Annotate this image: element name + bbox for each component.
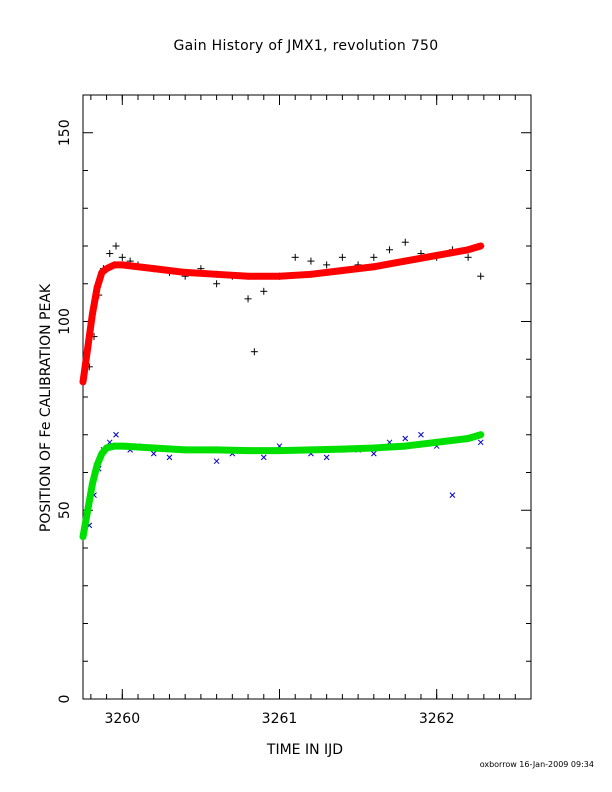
marker-stroke [449, 492, 456, 499]
data-point-series-2 [213, 458, 220, 465]
plot-area [79, 238, 485, 541]
y-tick-label: 100 [57, 308, 73, 335]
fit-point-1 [464, 246, 472, 254]
fit-point-1 [433, 251, 441, 259]
fit-point-2 [88, 480, 96, 488]
fit-point-2 [275, 447, 283, 455]
fit-point-2 [181, 446, 189, 454]
data-point-series-1 [250, 348, 258, 356]
marker-stroke [260, 454, 267, 461]
data-point-series-1 [401, 238, 409, 246]
data-point-series-2 [402, 435, 409, 442]
footer-stamp: oxborrow 16-Jan-2009 09:34 [479, 760, 594, 769]
fit-point-2 [93, 461, 101, 469]
data-point-series-1 [213, 280, 221, 288]
data-point-series-1 [464, 253, 472, 261]
data-point-series-2 [323, 454, 330, 461]
data-point-series-1 [307, 257, 315, 265]
fit-point-1 [110, 261, 118, 269]
fit-point-2 [79, 533, 87, 541]
data-point-series-1 [386, 246, 394, 254]
fit-point-1 [181, 268, 189, 276]
fit-point-1 [244, 272, 252, 280]
x-tick-label: 3261 [262, 711, 298, 727]
x-tick-label: 3262 [419, 711, 455, 727]
marker-stroke [106, 439, 113, 446]
data-point-series-1 [112, 242, 120, 250]
fit-point-2 [401, 442, 409, 450]
x-axis: 3260 3261 3262 [90, 95, 532, 727]
fit-point-1 [150, 265, 158, 273]
x-tick-label: 3260 [104, 711, 140, 727]
marker-stroke [150, 450, 157, 457]
y-tick-label: 50 [57, 501, 73, 519]
marker-stroke [213, 458, 220, 465]
plot-frame [82, 94, 532, 700]
fit-point-1 [84, 344, 92, 352]
data-point-series-1 [106, 250, 114, 258]
data-point-series-2 [150, 450, 157, 457]
fit-point-2 [464, 435, 472, 443]
data-point-series-1 [370, 253, 378, 261]
data-point-series-2 [166, 454, 173, 461]
fit-point-1 [93, 284, 101, 292]
fit-point-1 [370, 263, 378, 271]
fit-point-2 [213, 446, 221, 454]
fit-curve-1 [79, 242, 485, 386]
data-point-series-1 [260, 287, 268, 295]
data-point-series-2 [370, 450, 377, 457]
data-point-series-1 [244, 295, 252, 303]
fit-point-2 [103, 444, 111, 452]
marker-stroke [477, 439, 484, 446]
fit-point-1 [118, 261, 126, 269]
y-axis: 0 50 100 150 [57, 119, 531, 703]
marker-stroke [370, 450, 377, 457]
data-point-series-1 [323, 261, 331, 269]
y-axis-label: POSITION OF Fe CALIBRATION PEAK [38, 283, 54, 532]
fit-point-1 [98, 268, 106, 276]
fit-point-2 [84, 506, 92, 514]
data-point-series-1 [477, 272, 485, 280]
data-point-series-2 [449, 492, 456, 499]
fit-point-1 [275, 272, 283, 280]
fit-point-2 [150, 444, 158, 452]
fit-point-1 [103, 265, 111, 273]
y-tick-label: 0 [57, 695, 73, 704]
fit-point-1 [338, 267, 346, 275]
fit-point-2 [118, 442, 126, 450]
fit-point-2 [338, 445, 346, 453]
data-point-series-2 [418, 431, 424, 438]
data-point-series-1 [291, 253, 299, 261]
fit-curve-2 [79, 431, 485, 541]
fit-point-2 [244, 447, 252, 455]
fit-point-2 [110, 442, 118, 450]
fit-point-1 [79, 378, 87, 386]
data-point-series-1 [118, 253, 126, 261]
fit-point-2 [433, 438, 441, 446]
fit-point-2 [477, 431, 485, 439]
y-tick-label: 150 [57, 119, 73, 146]
fit-point-2 [370, 444, 378, 452]
fit-point-1 [401, 257, 409, 265]
fit-point-1 [477, 242, 485, 250]
fit-point-1 [307, 270, 315, 278]
data-point-series-2 [477, 439, 484, 446]
marker-stroke [402, 435, 409, 442]
chart-title: Gain History of JMX1, revolution 750 [173, 38, 439, 54]
fit-point-2 [307, 446, 315, 454]
fit-point-2 [98, 450, 106, 458]
fit-point-1 [88, 310, 96, 318]
x-axis-label: TIME IN IJD [266, 742, 343, 758]
marker-stroke [323, 454, 330, 461]
data-point-series-1 [338, 253, 346, 261]
marker-stroke [166, 454, 173, 461]
data-point-series-2 [113, 431, 119, 438]
data-point-series-2 [260, 454, 267, 461]
marker-stroke [113, 431, 119, 438]
marker-stroke [418, 431, 424, 438]
fit-point-1 [213, 270, 221, 278]
